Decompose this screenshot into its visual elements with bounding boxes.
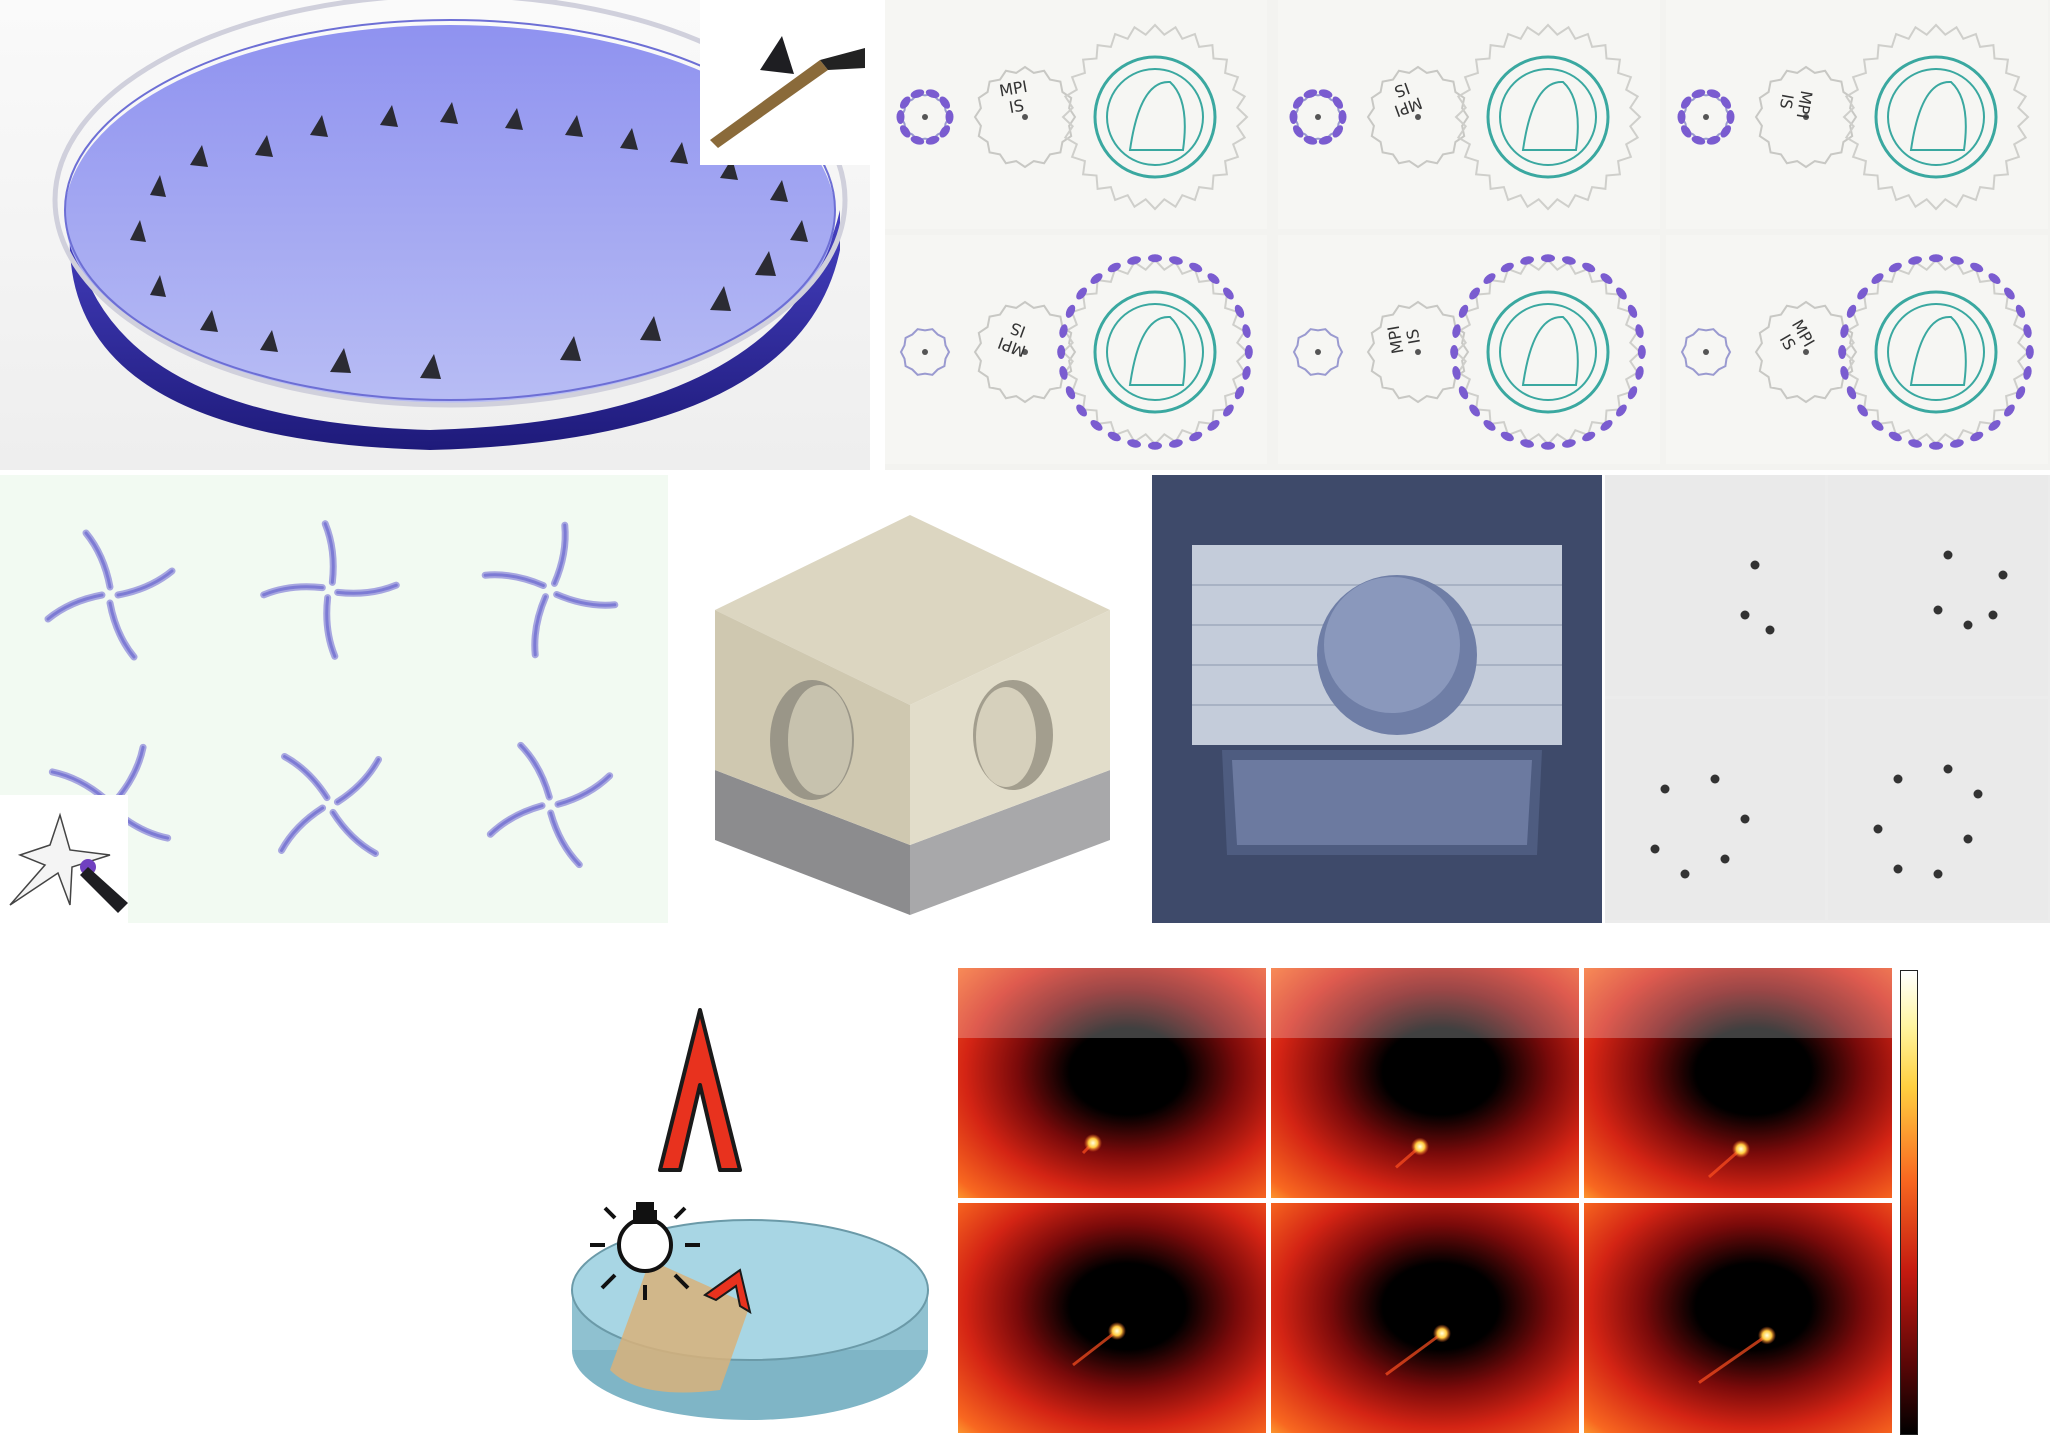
gear-cell-3 [1666, 0, 2048, 229]
light-bulb-icon [617, 1202, 673, 1273]
petri-dish-swimmers-photo [0, 0, 870, 470]
cube-base-left [715, 770, 910, 915]
gear-cell-1 [885, 0, 1267, 229]
dish-rim [52, 0, 848, 408]
bulb-rays [590, 1206, 700, 1300]
thermal-image-grid [958, 968, 1893, 1435]
red-chevron-swimmer [658, 1008, 742, 1172]
light-driven-swimmer-schematic [550, 990, 950, 1435]
gear-cell-4 [885, 235, 1267, 464]
gear-cell-6 [1666, 235, 2048, 464]
gear-cell-2 [1278, 0, 1660, 229]
dot-cell-3 [1605, 699, 1825, 920]
cube-base-right [910, 770, 1110, 915]
gear-cell-5 [1278, 235, 1660, 464]
dot-cell-2 [1828, 475, 2048, 696]
thermal-frame-6 [1584, 1203, 1892, 1433]
starfish-swimmer-3 [481, 521, 619, 659]
swimmer-fins [130, 102, 808, 379]
gear-label-5: MPI IS [1383, 324, 1425, 356]
thermal-frame-2 [1271, 968, 1579, 1198]
cube-top [715, 515, 1110, 705]
tweezers-inset [700, 0, 870, 165]
starfish-swimmer-1 [44, 529, 176, 661]
tweezers-inset-2 [0, 795, 128, 923]
swimmer-small [703, 1268, 752, 1315]
dot-cell-4 [1828, 699, 2048, 920]
thermal-frame-5 [1271, 1203, 1579, 1433]
thermal-frame-3 [1584, 968, 1892, 1198]
tweezers-icon [710, 36, 865, 148]
thermal-frame-4 [958, 1203, 1266, 1433]
thermal-frame-1 [958, 968, 1266, 1198]
particle-dot-grid [1605, 475, 2050, 923]
gear-assembly-grid: MPI IS MPI IS MPI IS MPI IS MPI IS MPI IS [885, 0, 2050, 470]
gear-label-3: MPI IS [1775, 89, 1817, 121]
tweezers-icon [9, 812, 128, 913]
gear-label-1: MPI IS [997, 76, 1029, 118]
printed-cube-micrograph [1152, 475, 1602, 923]
cube-3d-render [680, 475, 1140, 923]
colorbar [1900, 970, 1918, 1435]
starfish-swimmer-5 [278, 753, 382, 857]
starfish-swimmer-2 [260, 520, 400, 660]
dish-liquid [65, 25, 835, 405]
dot-cell-1 [1605, 475, 1825, 696]
starfish-swimmers-grid [0, 475, 668, 923]
starfish-swimmer-6 [486, 741, 614, 869]
